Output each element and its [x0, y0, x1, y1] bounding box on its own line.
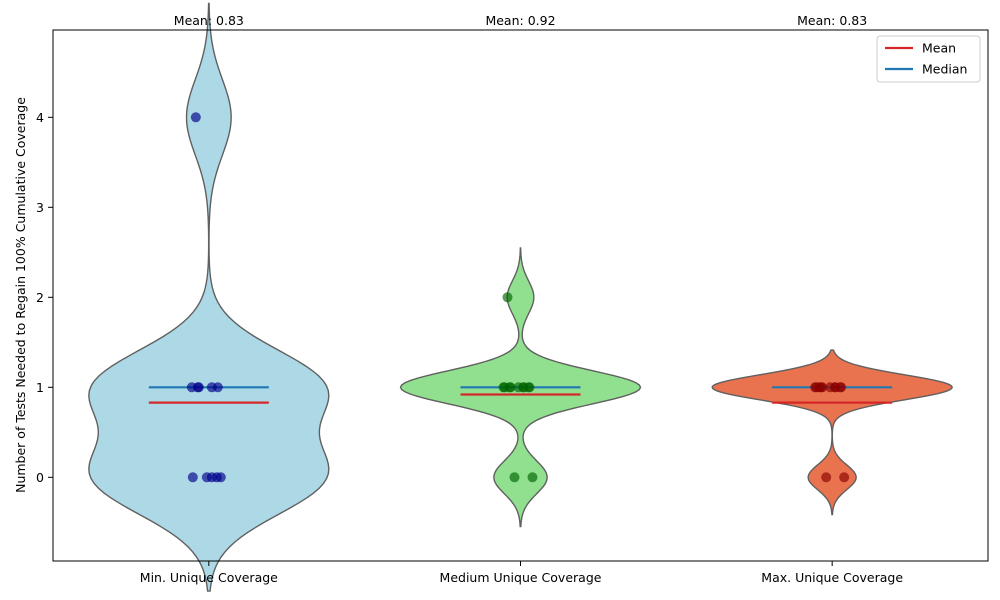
data-point	[523, 382, 534, 393]
x-tick-label-2: Max. Unique Coverage	[761, 570, 903, 585]
mean-labels: Mean: 0.83 Mean: 0.92 Mean: 0.83	[174, 13, 867, 28]
violin-2	[711, 349, 953, 516]
x-axis: Min. Unique Coverage Medium Unique Covera…	[140, 561, 903, 585]
violins-layer	[88, 2, 953, 592]
data-point	[190, 112, 201, 123]
x-tick-label-0: Min. Unique Coverage	[140, 570, 278, 585]
y-axis-title: Number of Tests Needed to Regain 100% Cu…	[13, 97, 28, 493]
legend: Mean Median	[876, 35, 981, 83]
mean-median-lines-layer	[148, 386, 893, 404]
points-layer	[186, 112, 850, 483]
mean-label-0: Mean: 0.83	[174, 13, 244, 28]
data-point	[186, 382, 197, 393]
data-point	[499, 382, 510, 393]
mean-label-2: Mean: 0.83	[797, 13, 867, 28]
data-point	[839, 472, 850, 483]
legend-label-mean: Mean	[922, 41, 956, 56]
data-point	[509, 472, 520, 483]
y-tick-label: 2	[36, 290, 44, 305]
y-tick-label: 3	[36, 200, 44, 215]
data-point	[193, 382, 204, 393]
data-point	[502, 292, 513, 303]
data-point	[215, 472, 226, 483]
data-point	[835, 382, 846, 393]
y-tick-label: 4	[36, 110, 44, 125]
data-point	[527, 472, 538, 483]
data-point	[811, 382, 822, 393]
y-tick-label: 1	[36, 380, 44, 395]
violin-0	[88, 2, 330, 592]
data-point	[212, 382, 223, 393]
x-tick-label-1: Medium Unique Coverage	[440, 570, 602, 585]
data-point	[821, 472, 832, 483]
legend-label-median: Median	[922, 62, 967, 77]
data-point	[187, 472, 198, 483]
mean-label-1: Mean: 0.92	[485, 13, 555, 28]
y-axis: 0 1 2 3 4	[36, 110, 53, 485]
y-tick-label: 0	[36, 470, 44, 485]
